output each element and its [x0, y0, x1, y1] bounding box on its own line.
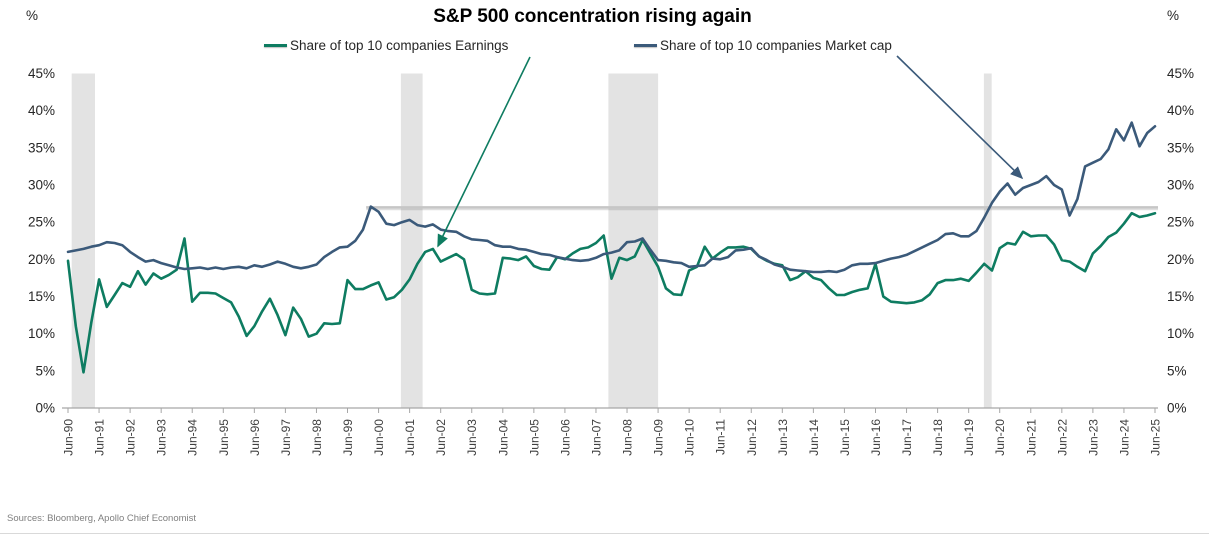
y-tick-label-left: 15% — [28, 289, 55, 304]
x-tick-label: Jun-91 — [93, 419, 107, 456]
x-tick-label: Jun-03 — [465, 419, 479, 456]
y-tick-label-left: 35% — [28, 140, 55, 155]
x-tick-label: Jun-00 — [372, 419, 386, 456]
y-tick-label-right: 20% — [1167, 252, 1194, 267]
x-tick-label: Jun-04 — [496, 419, 510, 456]
y-tick-label-left: 10% — [28, 326, 55, 341]
y-tick-label-left: 25% — [28, 215, 55, 230]
x-tick-label: Jun-19 — [962, 419, 976, 456]
y-tick-label-left: 5% — [35, 363, 55, 378]
x-tick-label: Jun-96 — [248, 419, 262, 456]
market-cap-annotation-arrow — [896, 55, 1024, 180]
x-tick-label: Jun-23 — [1086, 419, 1100, 456]
y-tick-label-right: 35% — [1167, 140, 1194, 155]
chart-title: S&P 500 concentration rising again — [433, 6, 752, 27]
x-tick-label: Jun-12 — [745, 419, 759, 456]
legend-label-market-cap: Share of top 10 companies Market cap — [660, 37, 892, 53]
x-tick-label: Jun-93 — [155, 419, 169, 456]
x-tick-label: Jun-25 — [1149, 419, 1163, 456]
x-tick-label: Jun-94 — [186, 419, 200, 456]
y-tick-label-right: 5% — [1167, 363, 1187, 378]
y-tick-label-right: 40% — [1167, 103, 1194, 118]
legend-label-earnings: Share of top 10 companies Earnings — [290, 37, 509, 53]
x-tick-label: Jun-92 — [124, 419, 138, 456]
x-tick-label: Jun-18 — [931, 419, 945, 456]
x-tick-label: Jun-09 — [652, 419, 666, 456]
earnings-line-swatch — [264, 43, 287, 47]
series-line-market-cap — [66, 121, 1157, 274]
y-tick-label-right: 25% — [1167, 215, 1194, 230]
y-tick-label-right: 10% — [1167, 326, 1194, 341]
x-tick-label: Jun-02 — [434, 419, 448, 456]
y-tick-label-right: 15% — [1167, 289, 1194, 304]
x-tick-label: Jun-20 — [993, 419, 1007, 456]
market-cap-line-swatch — [634, 43, 657, 47]
x-tick-label: Jun-22 — [1055, 419, 1069, 456]
x-tick-label: Jun-01 — [403, 419, 417, 456]
x-tick-label: Jun-97 — [279, 419, 293, 456]
y-axis-unit-right: % — [1167, 8, 1179, 23]
y-tick-label-right: 30% — [1167, 178, 1194, 193]
y-tick-label-left: 45% — [28, 66, 55, 81]
y-tick-label-right: 45% — [1167, 66, 1194, 81]
x-tick-label: Jun-95 — [217, 419, 231, 456]
x-tick-label: Jun-17 — [900, 419, 914, 456]
x-tick-label: Jun-21 — [1024, 419, 1038, 456]
x-tick-label: Jun-24 — [1117, 419, 1131, 456]
source-note: Sources: Bloomberg, Apollo Chief Economi… — [7, 513, 197, 524]
x-tick-label: Jun-10 — [683, 419, 697, 456]
x-tick-label: Jun-08 — [621, 419, 635, 456]
legend-item-market-cap: Share of top 10 companies Market cap — [634, 37, 892, 53]
x-tick-label: Jun-98 — [310, 419, 324, 456]
concentration-chart: Jun-90 Jun-91 Jun-92 Jun-93 Jun-94 Jun-95 Jun-… — [26, 8, 1194, 456]
y-tick-label-left: 30% — [28, 178, 55, 193]
recession-band — [983, 73, 992, 408]
y-tick-label-right: 0% — [1167, 401, 1187, 416]
y-tick-label-left: 0% — [35, 401, 55, 416]
series-line-earnings — [66, 211, 1157, 374]
recession-band — [71, 73, 95, 408]
x-tick-label: Jun-90 — [62, 419, 76, 456]
y-axis-unit-left: % — [26, 8, 38, 23]
x-tick-label: Jun-14 — [807, 419, 821, 456]
earnings-annotation-arrow — [437, 56, 531, 248]
x-tick-label: Jun-99 — [341, 419, 355, 456]
x-tick-label: Jun-05 — [527, 419, 541, 456]
x-tick-label: Jun-11 — [714, 419, 728, 455]
legend-item-earnings: Share of top 10 companies Earnings — [264, 37, 508, 53]
x-tick-label: Jun-13 — [776, 419, 790, 456]
x-tick-label: Jun-15 — [838, 419, 852, 456]
x-tick-label: Jun-06 — [558, 419, 572, 456]
bottom-divider — [0, 533, 1209, 534]
y-tick-label-left: 20% — [28, 252, 55, 267]
x-tick-label: Jun-07 — [589, 419, 603, 456]
recession-band — [400, 73, 423, 408]
y-tick-label-left: 40% — [28, 103, 55, 118]
x-tick-label: Jun-16 — [869, 419, 883, 456]
